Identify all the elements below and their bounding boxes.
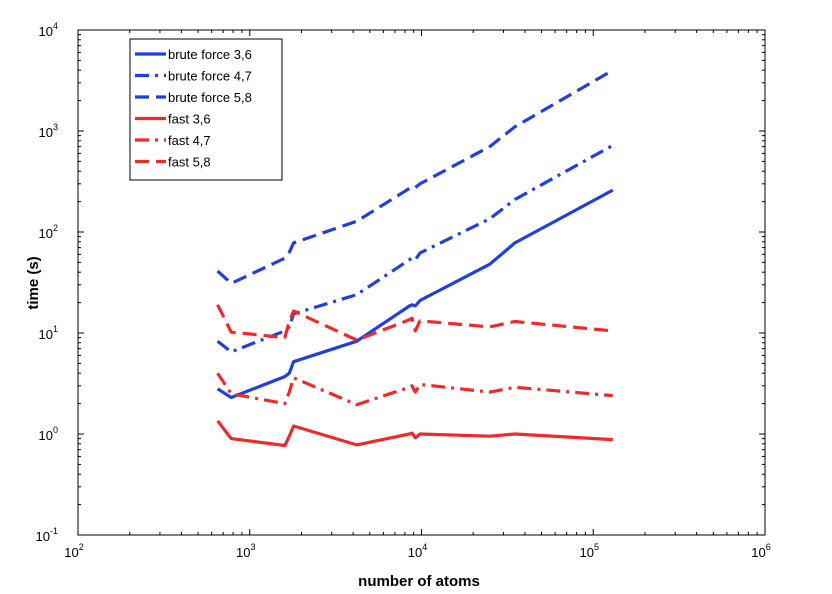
x-tick-label: 103 (236, 542, 255, 560)
legend-entry: fast 4,7 (168, 133, 211, 148)
series-line-3 (216, 68, 614, 285)
y-tick-label: 102 (39, 223, 58, 241)
legend-entry: brute force 4,7 (168, 69, 252, 84)
y-tick-label: 103 (39, 122, 58, 140)
series-layer (216, 68, 614, 448)
series-line-1 (216, 188, 614, 400)
legend-entry: brute force 5,8 (168, 90, 252, 105)
series-line-5 (216, 372, 613, 407)
x-tick-label: 104 (408, 542, 427, 560)
y-tick-label: 104 (39, 21, 58, 39)
x-axis-title: number of atoms (358, 573, 480, 590)
legend-box (129, 38, 283, 181)
y-tick-label: 100 (39, 425, 58, 443)
legend: brute force 3,6 brute force 4,7 brute forc… (129, 38, 283, 181)
x-tick-label: 106 (751, 542, 770, 560)
y-axis-title: time (s) (25, 256, 42, 309)
x-tick-label: 102 (64, 542, 83, 560)
axis-ticks (77, 29, 766, 536)
series-line-4 (216, 419, 613, 448)
x-tick-label: 105 (580, 542, 599, 560)
legend-entry: fast 5,8 (168, 155, 211, 170)
axis-tick-labels: 102 103 104 105 106 10-1 100 101 102 103 104 (36, 21, 771, 560)
legend-entry: brute force 3,6 (168, 47, 252, 62)
y-tick-label: 101 (39, 324, 58, 342)
legend-entry: fast 3,6 (168, 112, 211, 127)
y-tick-label: 10-1 (36, 526, 58, 544)
series-line-2 (216, 143, 614, 354)
series-line-6 (216, 304, 613, 342)
